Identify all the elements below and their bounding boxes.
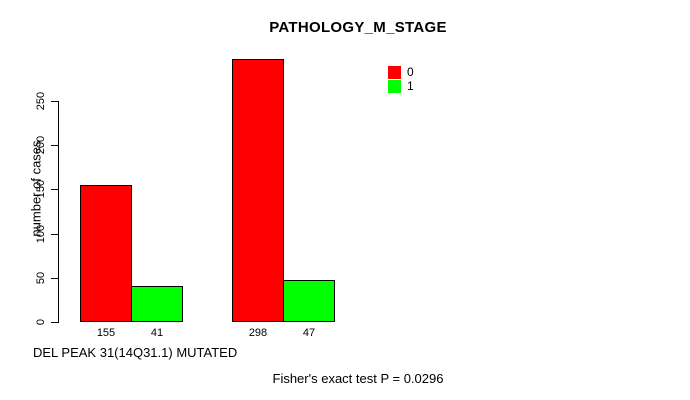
bar-series-1-group-2 [283, 280, 335, 322]
y-tick [51, 189, 58, 190]
bar-series-0-group-1 [80, 185, 132, 322]
legend-swatch-red [388, 65, 401, 79]
y-tick-label: 250 [35, 91, 47, 111]
bar-value-label: 41 [150, 327, 164, 339]
legend-row: 1 [388, 79, 414, 93]
y-tick-label: 50 [35, 271, 47, 285]
chart-title: PATHOLOGY_M_STAGE [269, 19, 447, 36]
y-tick [51, 278, 58, 279]
y-tick [51, 145, 58, 146]
y-tick [51, 101, 58, 102]
y-axis-line [58, 101, 59, 323]
y-tick-label: 150 [35, 179, 47, 199]
legend-label: 1 [407, 78, 414, 93]
y-tick [51, 234, 58, 235]
bar-value-label: 47 [302, 327, 316, 339]
y-tick [51, 322, 58, 323]
legend: 0 1 [388, 65, 414, 93]
legend-row: 0 [388, 65, 414, 79]
y-tick-label: 0 [35, 318, 47, 326]
bar-series-0-group-2 [232, 59, 284, 322]
bar-value-label: 155 [96, 327, 116, 339]
legend-label: 0 [407, 64, 414, 79]
bar-value-label: 298 [248, 327, 268, 339]
y-tick-label: 100 [35, 224, 47, 244]
bar-series-1-group-1 [131, 286, 183, 322]
x-axis-title: DEL PEAK 31(14Q31.1) MUTATED [33, 345, 238, 360]
y-tick-label: 200 [35, 135, 47, 155]
fisher-test-annotation: Fisher's exact test P = 0.0296 [272, 371, 444, 386]
legend-swatch-green [388, 79, 401, 93]
